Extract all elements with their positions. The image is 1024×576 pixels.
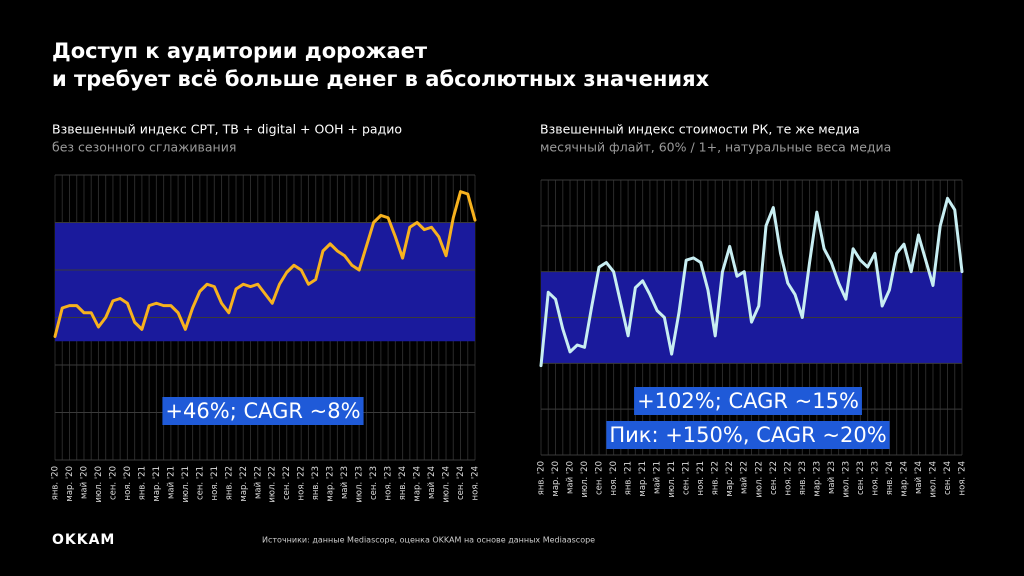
band bbox=[55, 222, 475, 342]
annotation-text: +46%; CAGR ~8% bbox=[165, 399, 360, 423]
line bbox=[539, 196, 964, 368]
chart-title: Взвешенный индекс стоимости РК, те же ме… bbox=[540, 122, 860, 137]
x-tick-label: май '22 bbox=[740, 461, 750, 494]
x-tick-label: мар. '24 bbox=[899, 461, 909, 497]
x-tick-label: янв. '22 bbox=[224, 466, 234, 500]
x-tick-label: сен. '23 bbox=[369, 466, 379, 500]
annotation-bg bbox=[606, 421, 890, 449]
x-tick-label: июл. '21 bbox=[667, 461, 677, 498]
x-tick-label: мар. '23 bbox=[326, 466, 336, 502]
x-tick-label: июл. '21 bbox=[181, 466, 191, 503]
x-tick-label: янв. '23 bbox=[798, 461, 808, 495]
x-tick-label: мар. '21 bbox=[152, 466, 162, 502]
annotation-text: +102%; CAGR ~15% bbox=[637, 389, 859, 413]
x-tick-label: май '20 bbox=[566, 461, 576, 494]
x-tick-label: июл. '22 bbox=[268, 466, 278, 503]
x-tick-label: ноя. '20 bbox=[609, 461, 619, 495]
x-tick-label: сен. '24 bbox=[943, 461, 953, 495]
chart-subtitle: месячный флайт, 60% / 1+, натуральные ве… bbox=[540, 140, 891, 155]
x-tick-label: янв. '21 bbox=[137, 466, 147, 500]
x-tick-label: ноя. '24 bbox=[958, 461, 968, 495]
x-tick-label: янв. '21 bbox=[624, 461, 634, 495]
slide-title: и требует всё больше денег в абсолютных … bbox=[52, 67, 710, 91]
x-tick-label: ноя. '23 bbox=[384, 466, 394, 500]
x-tick-label: янв. '20 bbox=[537, 461, 547, 495]
x-tick-label: июл. '20 bbox=[580, 461, 590, 498]
x-tick-label: май '22 bbox=[253, 466, 263, 499]
chart-subtitle: без сезонного сглаживания bbox=[52, 140, 236, 155]
x-tick-label: сен. '22 bbox=[282, 466, 292, 500]
x-tick-label: ноя. '20 bbox=[123, 466, 133, 500]
x-tick-label: май '23 bbox=[340, 466, 350, 499]
x-tick-label: мар. '22 bbox=[725, 461, 735, 497]
x-tick-label: май '21 bbox=[653, 461, 663, 494]
x-tick-label: сен. '20 bbox=[595, 461, 605, 495]
x-tick-label: сен. '24 bbox=[456, 466, 466, 500]
x-tick-label: июл. '24 bbox=[928, 461, 938, 498]
x-tick-label: янв. '24 bbox=[885, 461, 895, 495]
x-tick-label: июл. '20 bbox=[94, 466, 104, 503]
x-tick-label: янв. '22 bbox=[711, 461, 721, 495]
x-tick-label: сен. '21 bbox=[195, 466, 205, 500]
x-tick-label: янв. '20 bbox=[51, 466, 61, 500]
x-tick-label: ноя. '21 bbox=[210, 466, 220, 500]
slide-title: Доступ к аудитории дорожает bbox=[52, 39, 428, 63]
annotation: Пик: +150%, CAGR ~20% bbox=[606, 421, 890, 449]
x-tick-label: мар. '24 bbox=[413, 466, 423, 502]
x-tick-label: сен. '20 bbox=[108, 466, 118, 500]
x-tick-label: май '21 bbox=[166, 466, 176, 499]
x-tick-label: янв. '23 bbox=[311, 466, 321, 500]
x-tick-label: мар. '23 bbox=[812, 461, 822, 497]
x-tick-label: июл. '23 bbox=[841, 461, 851, 498]
line bbox=[53, 190, 477, 338]
x-tick-label: ноя. '24 bbox=[471, 466, 481, 500]
x-tick-label: сен. '21 bbox=[682, 461, 692, 495]
annotation-bg bbox=[162, 397, 364, 425]
x-tick-label: ноя. '21 bbox=[696, 461, 706, 495]
x-tick-label: янв. '24 bbox=[398, 466, 408, 500]
annotation-text: Пик: +150%, CAGR ~20% bbox=[609, 423, 886, 447]
x-tick-label: ноя. '22 bbox=[297, 466, 307, 500]
x-tick-label: ноя. '23 bbox=[870, 461, 880, 495]
annotation: +46%; CAGR ~8% bbox=[162, 397, 364, 425]
x-tick-label: июл. '24 bbox=[442, 466, 452, 503]
x-tick-label: июл. '23 bbox=[355, 466, 365, 503]
logo: OKKAM bbox=[52, 532, 115, 548]
x-tick-label: май '23 bbox=[827, 461, 837, 494]
chart-title: Взвешенный индекс CPT, ТВ + digital + OO… bbox=[52, 122, 402, 137]
x-tick-label: май '24 bbox=[427, 466, 437, 499]
x-tick-label: сен. '23 bbox=[856, 461, 866, 495]
x-tick-label: сен. '22 bbox=[769, 461, 779, 495]
x-tick-label: мар. '20 bbox=[551, 461, 561, 497]
x-tick-label: мар. '21 bbox=[638, 461, 648, 497]
x-tick-label: май '24 bbox=[914, 461, 924, 494]
source: Источники: данные Mediascope, оценка OKK… bbox=[262, 536, 595, 545]
x-tick-label: ноя. '22 bbox=[783, 461, 793, 495]
x-tick-label: июл. '22 bbox=[754, 461, 764, 498]
x-tick-label: май '20 bbox=[79, 466, 89, 499]
x-tick-label: мар. '20 bbox=[65, 466, 75, 502]
annotation: +102%; CAGR ~15% bbox=[634, 387, 862, 415]
annotation-bg bbox=[634, 387, 862, 415]
x-tick-label: мар. '22 bbox=[239, 466, 249, 502]
